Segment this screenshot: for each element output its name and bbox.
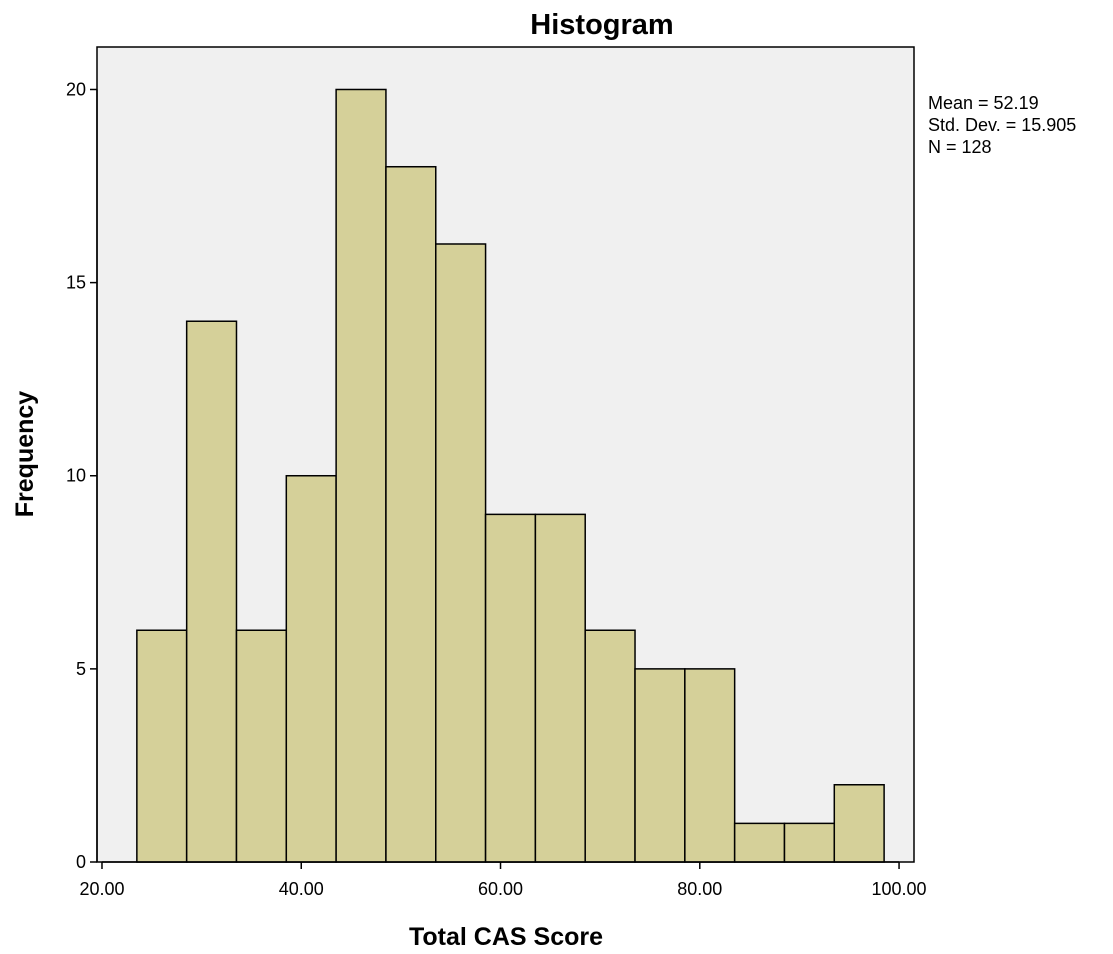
stat-line: N = 128 — [928, 137, 992, 157]
histogram-bar — [235, 629, 288, 863]
histogram-bar — [136, 629, 188, 863]
x-axis-label: Total CAS Score — [409, 923, 603, 951]
y-tick-label: 10 — [66, 466, 86, 486]
x-tick-label: 100.00 — [872, 879, 927, 899]
histogram-bar — [385, 165, 437, 863]
histogram-bar — [833, 783, 885, 863]
y-axis-label: Frequency — [11, 391, 39, 518]
histogram-bar — [684, 668, 736, 863]
x-tick-label: 60.00 — [478, 879, 523, 899]
y-axis: 0 5 10 15 20 — [66, 79, 98, 872]
y-tick-label: 5 — [76, 659, 86, 679]
histogram-bar — [534, 513, 586, 863]
y-tick-label: 0 — [76, 852, 86, 872]
stat-line: Std. Dev. = 15.905 — [928, 115, 1076, 135]
x-tick-label: 40.00 — [279, 879, 324, 899]
histogram-bar — [634, 668, 686, 863]
x-axis: 20.00 40.00 60.00 80.00 100.00 — [79, 861, 927, 899]
x-tick-label: 80.00 — [677, 879, 722, 899]
y-tick-label: 20 — [66, 79, 86, 99]
chart-title: Histogram — [530, 9, 673, 41]
x-tick-label: 20.00 — [79, 879, 124, 899]
histogram-bar — [783, 822, 836, 863]
stat-line: Mean = 52.19 — [928, 93, 1039, 113]
histogram-bar — [335, 88, 387, 863]
y-tick-label: 15 — [66, 273, 86, 293]
histogram-bar — [584, 629, 636, 863]
histogram-bar — [285, 474, 337, 863]
histogram-bar — [185, 320, 238, 863]
bars-group — [136, 88, 885, 863]
histogram-bar — [733, 822, 786, 863]
histogram-bar — [484, 513, 537, 863]
histogram-bar — [435, 243, 487, 863]
